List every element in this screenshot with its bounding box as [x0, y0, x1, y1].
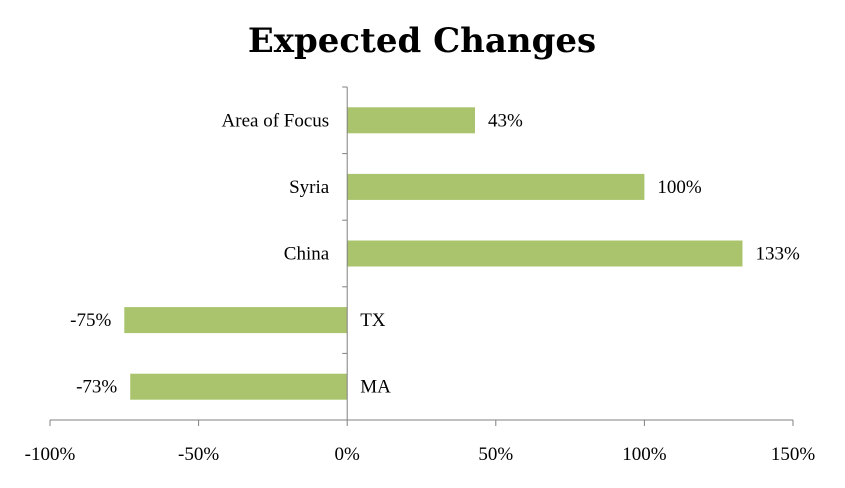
bar-1	[347, 173, 645, 200]
data-label: -75%	[70, 310, 111, 331]
x-tick-label: 100%	[622, 444, 667, 465]
data-label: 43%	[488, 110, 523, 131]
bar-2	[347, 240, 743, 267]
category-label: Area of Focus	[222, 110, 330, 131]
bar-3	[124, 307, 348, 334]
bar-4	[130, 373, 348, 400]
data-label: 100%	[657, 177, 702, 198]
x-tick-label: 0%	[335, 444, 361, 465]
data-label: 133%	[755, 244, 800, 265]
x-tick-label: -50%	[178, 444, 219, 465]
category-label: TX	[360, 310, 386, 331]
x-tick-label: 50%	[478, 444, 513, 465]
x-tick-label: -100%	[25, 444, 76, 465]
bar-0	[347, 107, 475, 134]
category-label: MA	[360, 377, 391, 398]
chart-title: Expected Changes	[248, 21, 596, 61]
x-tick-label: 150%	[771, 444, 816, 465]
data-label: -73%	[76, 377, 117, 398]
category-label: China	[284, 244, 330, 265]
category-label: Syria	[289, 177, 330, 198]
